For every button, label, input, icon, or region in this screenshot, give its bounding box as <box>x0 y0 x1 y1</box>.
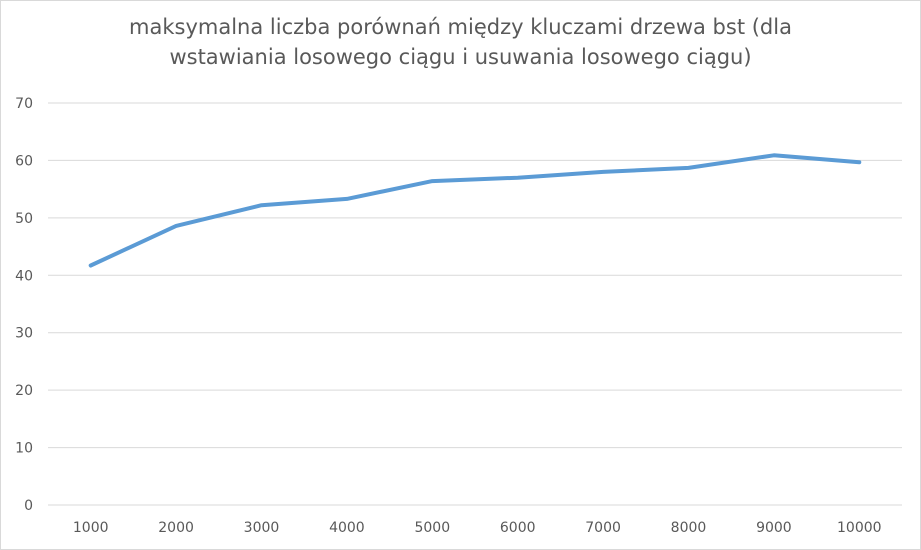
x-tick-label: 2000 <box>158 520 194 536</box>
x-tick-label: 9000 <box>756 520 792 536</box>
x-tick-label: 4000 <box>329 520 365 536</box>
series-line-0 <box>88 153 862 268</box>
x-tick-label: 10000 <box>837 520 882 536</box>
x-tick-label: 3000 <box>244 520 280 536</box>
chart-title-line-2: wstawiania losowego ciągu i usuwania los… <box>169 45 752 69</box>
x-tick-label: 5000 <box>414 520 450 536</box>
y-tick-label: 30 <box>15 326 33 342</box>
x-tick-label: 6000 <box>500 520 536 536</box>
y-tick-label: 70 <box>15 96 33 112</box>
y-tick-label: 50 <box>15 211 33 227</box>
y-tick-label: 40 <box>15 268 33 284</box>
chart-title-line-1: maksymalna liczba porównań między klucza… <box>129 15 792 39</box>
series-group <box>88 153 862 268</box>
x-axis-tick-labels: 1000 2000 3000 4000 5000 6000 7000 8000 9000 1000… <box>73 520 882 536</box>
y-tick-label: 60 <box>15 153 33 169</box>
gridlines <box>48 102 902 506</box>
x-tick-label: 8000 <box>671 520 707 536</box>
x-tick-label: 1000 <box>73 520 109 536</box>
y-tick-label: 20 <box>15 383 33 399</box>
x-tick-label: 7000 <box>585 520 621 536</box>
y-axis-tick-labels: 0 10 20 30 40 50 60 70 <box>15 96 33 514</box>
y-tick-label: 10 <box>15 441 33 457</box>
chart-title: maksymalna liczba porównań między klucza… <box>0 12 921 72</box>
y-tick-label: 0 <box>24 498 33 514</box>
